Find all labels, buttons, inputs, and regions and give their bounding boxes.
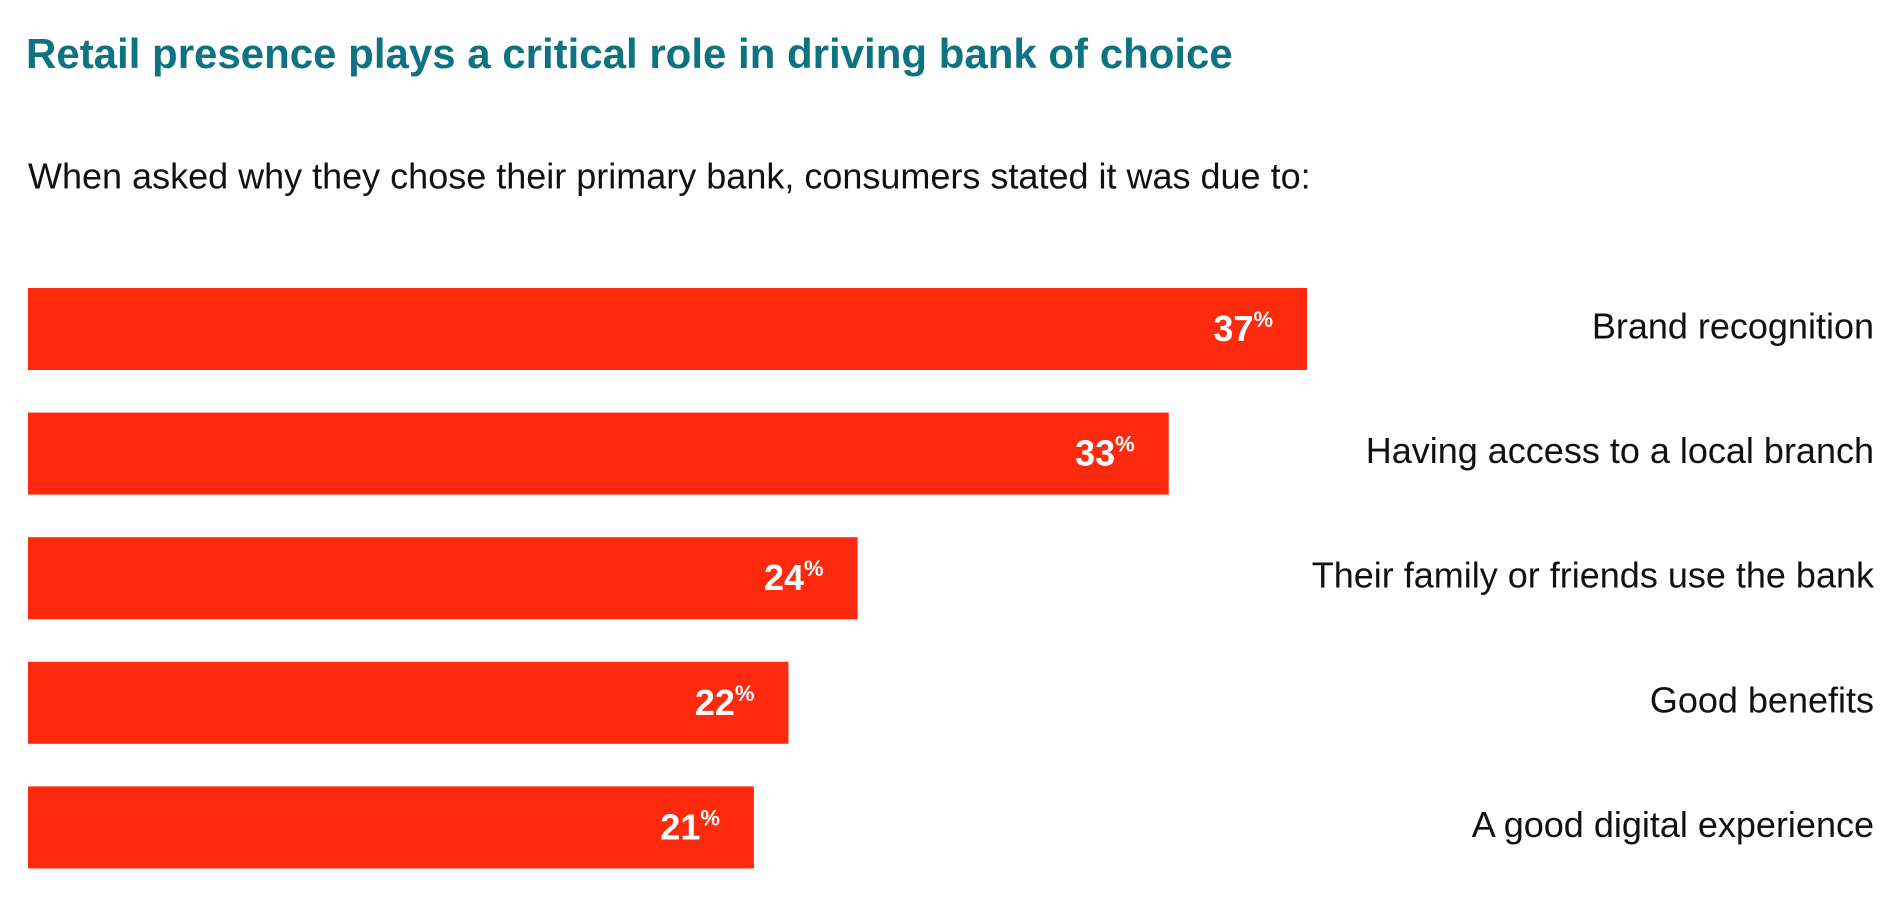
value-label: 22% [695, 681, 755, 723]
value-label: 37% [1213, 307, 1273, 349]
category-label: Brand recognition [1592, 306, 1874, 347]
bar [28, 412, 1169, 495]
bar [28, 288, 1307, 370]
chart-title: Retail presence plays a critical role in… [26, 30, 1233, 77]
bar [28, 661, 789, 744]
category-label: Good benefits [1650, 679, 1874, 720]
value-label: 24% [764, 556, 824, 598]
chart-subtitle: When asked why they chose their primary … [28, 156, 1311, 197]
bar [28, 786, 754, 869]
category-label: Their family or friends use the bank [1312, 555, 1875, 596]
bar [28, 537, 858, 620]
value-label: 21% [660, 805, 720, 847]
value-label: 33% [1075, 431, 1135, 473]
category-label: Having access to a local branch [1366, 430, 1874, 471]
category-label: A good digital experience [1472, 804, 1874, 845]
